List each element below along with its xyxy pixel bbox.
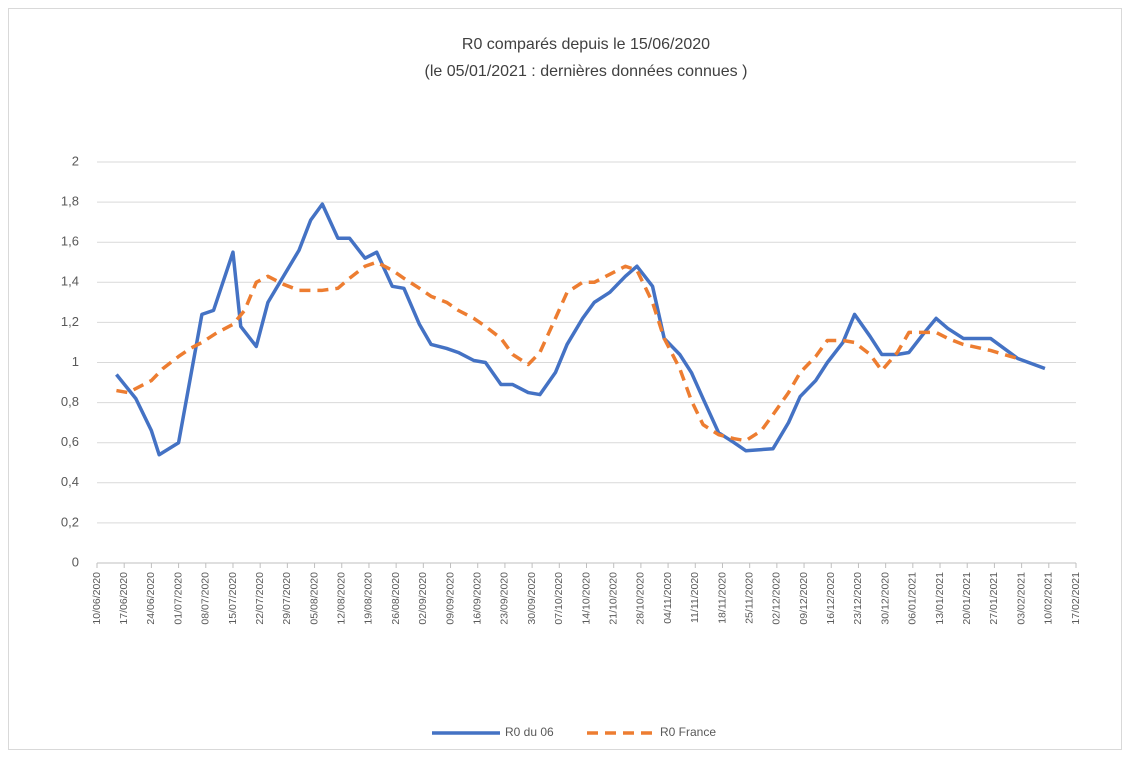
- y-tick-label: 2: [72, 153, 79, 168]
- x-tick-label: 10/02/2021: [1043, 572, 1055, 625]
- x-tick-label: 02/12/2020: [771, 572, 783, 625]
- y-tick-label: 0,4: [61, 474, 79, 489]
- y-tick-label: 1,6: [61, 234, 79, 249]
- y-tick-label: 0,6: [61, 434, 79, 449]
- x-tick-label: 09/09/2020: [444, 572, 456, 625]
- x-tick-label: 28/10/2020: [635, 572, 647, 625]
- x-tick-label: 14/10/2020: [580, 572, 592, 625]
- x-tick-label: 19/08/2020: [363, 572, 375, 625]
- x-tick-label: 17/06/2020: [118, 572, 130, 625]
- y-tick-label: 1,2: [61, 314, 79, 329]
- chart-border: [8, 8, 1122, 750]
- y-tick-label: 0: [72, 554, 79, 569]
- x-tick-label: 05/08/2020: [308, 572, 320, 625]
- x-tick-label: 09/12/2020: [798, 572, 810, 625]
- legend-label: R0 France: [660, 725, 716, 739]
- x-tick-label: 26/08/2020: [390, 572, 402, 625]
- x-tick-label: 23/12/2020: [852, 572, 864, 625]
- x-tick-label: 16/12/2020: [825, 572, 837, 625]
- x-tick-label: 18/11/2020: [716, 572, 728, 624]
- y-tick-label: 1,8: [61, 194, 79, 209]
- series-line: [115, 202, 1046, 457]
- x-tick-label: 20/01/2021: [961, 572, 973, 625]
- x-tick-label: 01/07/2020: [172, 572, 184, 625]
- x-tick-label: 06/01/2021: [907, 572, 919, 625]
- x-tick-label: 23/09/2020: [499, 572, 511, 625]
- x-tick-label: 11/11/2020: [689, 572, 701, 623]
- x-tick-label: 04/11/2020: [662, 572, 674, 624]
- x-tick-label: 16/09/2020: [472, 572, 484, 625]
- x-tick-label: 24/06/2020: [145, 572, 157, 625]
- x-tick-label: 13/01/2021: [934, 572, 946, 625]
- x-tick-label: 07/10/2020: [553, 572, 565, 625]
- x-tick-label: 15/07/2020: [227, 572, 239, 625]
- x-tick-label: 27/01/2021: [988, 572, 1000, 625]
- y-tick-label: 1: [72, 354, 79, 369]
- chart-subtitle: (le 05/01/2021 : dernières données connu…: [425, 63, 748, 80]
- x-tick-label: 25/11/2020: [743, 572, 755, 624]
- chart-title: R0 comparés depuis le 15/06/2020: [462, 36, 710, 53]
- x-tick-label: 08/07/2020: [200, 572, 212, 625]
- x-tick-label: 10/06/2020: [91, 572, 103, 625]
- x-tick-label: 29/07/2020: [281, 572, 293, 625]
- y-tick-label: 0,8: [61, 394, 79, 409]
- x-tick-label: 02/09/2020: [417, 572, 429, 625]
- x-tick-label: 21/10/2020: [607, 572, 619, 625]
- x-tick-label: 30/12/2020: [879, 572, 891, 625]
- x-tick-label: 22/07/2020: [254, 572, 266, 625]
- y-tick-label: 0,2: [61, 514, 79, 529]
- x-tick-label: 30/09/2020: [526, 572, 538, 625]
- x-tick-label: 03/02/2021: [1015, 572, 1027, 625]
- legend-label: R0 du 06: [505, 725, 554, 739]
- x-tick-label: 17/02/2021: [1070, 572, 1082, 625]
- y-tick-label: 1,4: [61, 274, 79, 289]
- series-line: [116, 260, 1019, 443]
- x-tick-label: 12/08/2020: [336, 572, 348, 625]
